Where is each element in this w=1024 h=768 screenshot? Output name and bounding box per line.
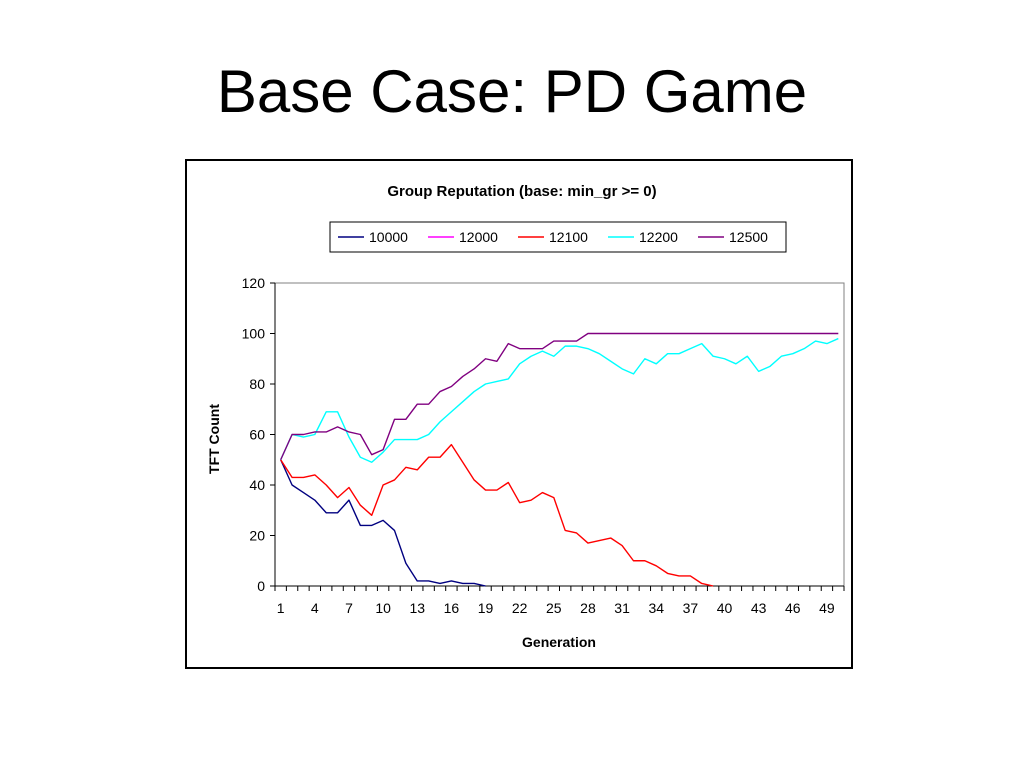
x-tick-label: 22 (512, 600, 528, 616)
y-tick-label: 120 (242, 275, 266, 291)
x-tick-label: 43 (751, 600, 767, 616)
y-axis-label: TFT Count (206, 404, 222, 474)
x-tick-label: 19 (478, 600, 494, 616)
x-tick-label: 1 (277, 600, 285, 616)
series-layer (280, 332, 839, 587)
x-axis-label: Generation (522, 634, 596, 650)
series-line-12200 (280, 337, 839, 463)
y-tick-label: 0 (257, 578, 265, 594)
y-tick-label: 60 (249, 427, 265, 443)
y-tick-label: 100 (242, 326, 266, 342)
series-line-10000 (280, 459, 486, 587)
chart-axes: 0 20 40 60 80 100 120 1 4 7 10 13 16 19 22 25 28 31 34 37 40… (242, 275, 845, 616)
slide-title: Base Case: PD Game (216, 58, 808, 125)
x-tick-label: 37 (683, 600, 699, 616)
x-tick-label: 10 (375, 600, 391, 616)
legend-label: 12500 (729, 229, 768, 245)
x-tick-label: 31 (614, 600, 630, 616)
y-tick-label: 40 (249, 477, 265, 493)
x-tick-label: 16 (444, 600, 460, 616)
legend-label: 12100 (549, 229, 588, 245)
x-tick-label: 28 (580, 600, 596, 616)
chart-frame: Group Reputation (base: min_gr >= 0) 100… (185, 159, 853, 669)
x-tick-label: 49 (819, 600, 835, 616)
legend-label: 12200 (639, 229, 678, 245)
legend-label: 12000 (459, 229, 498, 245)
x-tick-label: 40 (717, 600, 733, 616)
chart-title: Group Reputation (base: min_gr >= 0) (387, 183, 656, 200)
x-tick-label: 4 (311, 600, 319, 616)
series-line-12500 (280, 332, 839, 461)
y-tick-label: 80 (249, 376, 265, 392)
y-tick-label: 20 (249, 528, 265, 544)
x-tick-label: 25 (546, 600, 562, 616)
chart-legend: 10000 12000 12100 12200 12500 (329, 221, 787, 253)
legend-label: 10000 (369, 229, 408, 245)
x-tick-label: 46 (785, 600, 801, 616)
series-line-12100 (280, 443, 714, 587)
x-tick-label: 13 (409, 600, 425, 616)
line-chart: Group Reputation (base: min_gr >= 0) 100… (206, 183, 845, 650)
x-tick-label: 34 (648, 600, 664, 616)
x-tick-label: 7 (345, 600, 353, 616)
